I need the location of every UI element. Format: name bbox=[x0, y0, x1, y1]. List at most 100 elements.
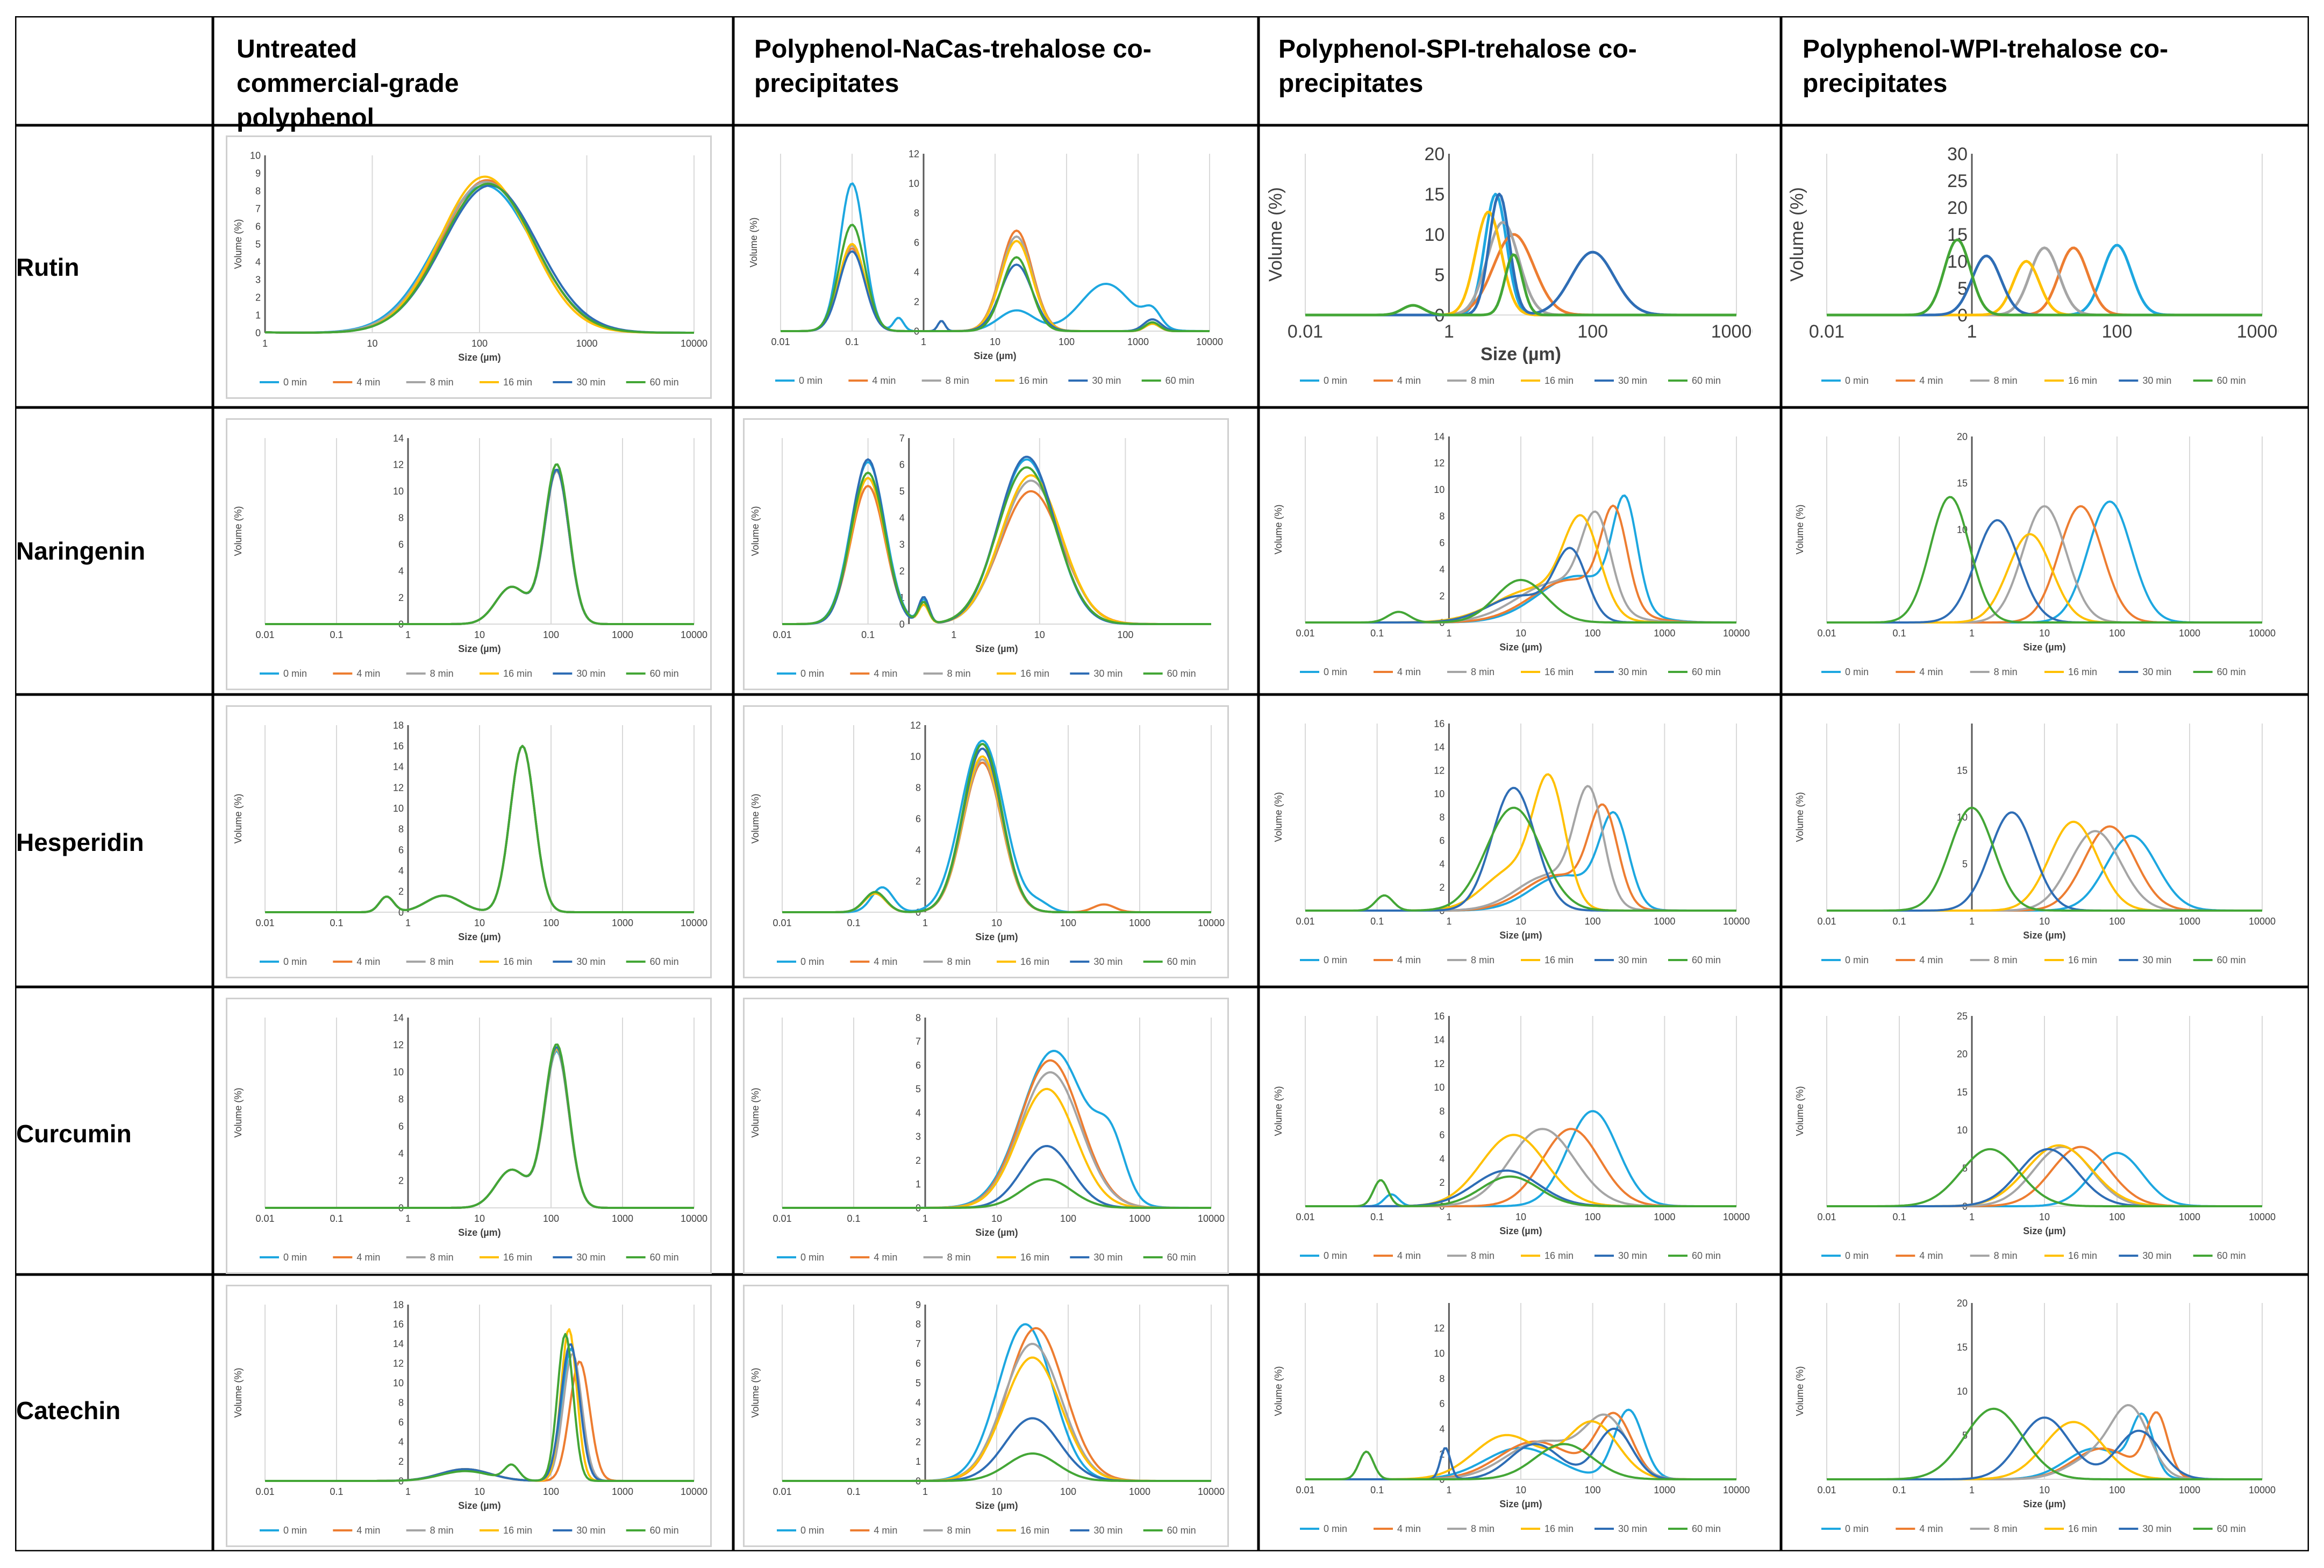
x-tick-label: 0.01 bbox=[1817, 628, 1836, 639]
y-tick-label: 15 bbox=[1425, 184, 1445, 205]
legend-label: 8 min bbox=[1471, 1523, 1494, 1534]
y-tick-label: 8 bbox=[916, 1012, 921, 1023]
x-tick-label: 0.1 bbox=[330, 918, 343, 928]
series-line-60-min bbox=[265, 463, 694, 625]
x-tick-label: 10000 bbox=[2237, 321, 2278, 342]
chart-svg: 0.01 0.1 1 10 100 1000 1000002468101214Volume … bbox=[233, 1012, 707, 1263]
x-axis-label: Size (µm) bbox=[458, 352, 500, 363]
y-tick-label: 10 bbox=[1434, 1348, 1445, 1359]
chart-svg: 0.01 0.1 1 10 100 1000 10000 0 2 4 6 8 10 12 14 16 18 Vol… bbox=[233, 720, 707, 967]
chart-svg: 0.01 0.1 1 10 100 0 1 2 3 4 5 6 7 Volume (%) Size (µm)… bbox=[750, 433, 1211, 679]
y-tick-label: 5 bbox=[916, 1084, 921, 1094]
y-tick-label: 0 bbox=[255, 327, 261, 338]
x-tick-label: 100 bbox=[2109, 916, 2125, 927]
y-tick-label: 20 bbox=[1425, 144, 1445, 164]
legend-label: 60 min bbox=[1167, 1252, 1196, 1263]
x-tick-label: 10 bbox=[474, 1486, 485, 1497]
y-axis-label: Volume (%) bbox=[748, 217, 759, 267]
y-tick-label: 6 bbox=[899, 460, 905, 470]
x-tick-label: 1000 bbox=[1654, 1212, 1675, 1222]
x-tick-label: 10 bbox=[474, 1213, 485, 1224]
x-tick-label: 0.1 bbox=[1892, 628, 1906, 639]
legend-label: 8 min bbox=[947, 668, 971, 679]
y-tick-label: 8 bbox=[1439, 511, 1445, 522]
y-tick-label: 8 bbox=[1439, 1373, 1445, 1384]
legend-label: 0 min bbox=[1845, 955, 1869, 965]
x-tick-label: 100 bbox=[543, 629, 559, 640]
x-tick-label: 0.01 bbox=[1809, 321, 1844, 342]
x-tick-label: 100 bbox=[1577, 321, 1608, 342]
y-tick-label: 2 bbox=[398, 1456, 404, 1467]
chart-rutin-col3: 0.0111001000005101520Volume (%)Size (µm)… bbox=[1268, 135, 1753, 396]
legend-label: 30 min bbox=[2142, 667, 2171, 677]
x-tick-label: 0.1 bbox=[1892, 1485, 1906, 1495]
x-tick-label: 1 bbox=[1446, 1212, 1451, 1222]
y-tick-label: 6 bbox=[916, 1358, 921, 1369]
legend-label: 30 min bbox=[1618, 955, 1647, 965]
y-tick-label: 8 bbox=[398, 1398, 404, 1408]
y-tick-label: 2 bbox=[899, 565, 905, 576]
legend-label: 60 min bbox=[650, 668, 679, 679]
row-label-rutin: Rutin bbox=[16, 253, 80, 281]
legend-label: 0 min bbox=[1324, 1523, 1347, 1534]
y-tick-label: 6 bbox=[398, 1121, 404, 1132]
legend-label: 0 min bbox=[1324, 955, 1347, 965]
x-tick-label: 1 bbox=[1444, 321, 1454, 342]
legend-label: 16 min bbox=[1544, 1250, 1574, 1261]
y-tick-label: 4 bbox=[398, 1148, 404, 1159]
row-label-naringenin: Naringenin bbox=[16, 537, 146, 565]
y-tick-label: 12 bbox=[1434, 765, 1445, 776]
chart-catechin-col1: 0.01 0.1 1 10 100 1000 10000 0 2 4 6 8 10 12 14 16 18 Vol… bbox=[226, 1285, 712, 1547]
x-tick-label: 10000 bbox=[2249, 1212, 2276, 1222]
y-tick-label: 10 bbox=[393, 486, 404, 497]
legend-label: 16 min bbox=[2068, 375, 2097, 386]
y-tick-label: 12 bbox=[910, 720, 921, 731]
chart-naringenin-col4: 0.01 0.1 1 10 100 1000 10000 10 15 20 Volume (%) Si… bbox=[1789, 418, 2278, 687]
legend-label: 8 min bbox=[430, 377, 454, 388]
series-line-0-min bbox=[1305, 1110, 1736, 1207]
y-tick-label: 1 bbox=[255, 310, 261, 320]
y-tick-label: 10 bbox=[393, 803, 404, 814]
y-tick-label: 6 bbox=[1439, 1399, 1445, 1409]
x-tick-label: 0.01 bbox=[255, 1486, 274, 1497]
legend-label: 0 min bbox=[800, 668, 824, 679]
x-tick-label: 0.1 bbox=[330, 1213, 343, 1224]
legend-label: 30 min bbox=[576, 377, 605, 388]
legend-label: 30 min bbox=[2142, 1250, 2171, 1261]
chart-svg: 0.0111001000005101520Volume (%)Size (µm)… bbox=[1268, 144, 1753, 386]
y-tick-label: 0 bbox=[899, 619, 905, 629]
y-axis-label: Volume (%) bbox=[1273, 1366, 1284, 1416]
y-tick-label: 1 bbox=[916, 1456, 921, 1467]
legend-label: 8 min bbox=[1994, 955, 2018, 965]
y-tick-label: 10 bbox=[393, 1066, 404, 1077]
x-axis-label: Size (µm) bbox=[1499, 1226, 1542, 1236]
legend-label: 16 min bbox=[1544, 667, 1574, 677]
legend-label: 0 min bbox=[1324, 375, 1347, 386]
y-tick-label: 10 bbox=[909, 178, 919, 189]
x-tick-label: 1000 bbox=[2179, 628, 2200, 639]
y-axis-label: Volume (%) bbox=[750, 506, 761, 556]
y-axis-label: Volume (%) bbox=[750, 1367, 761, 1417]
chart-rutin-col2: 0.01 0.1 1 10 100 1000 10000 0 2 4 6 8 10 12 Volume (%… bbox=[743, 135, 1226, 396]
x-tick-label: 1000 bbox=[1654, 628, 1675, 639]
legend-label: 4 min bbox=[1919, 1250, 1943, 1261]
x-tick-label: 100 bbox=[543, 918, 559, 928]
legend-label: 60 min bbox=[2217, 667, 2246, 677]
x-tick-label: 0.01 bbox=[1288, 321, 1323, 342]
legend-label: 60 min bbox=[2217, 1250, 2246, 1261]
y-tick-label: 20 bbox=[1957, 431, 1968, 442]
x-tick-label: 1 bbox=[1446, 916, 1451, 927]
series-line-60-min bbox=[782, 743, 1211, 913]
y-tick-label: 20 bbox=[1947, 198, 1968, 218]
x-axis-label: Size (µm) bbox=[458, 1227, 500, 1238]
chart-rutin-col1: 1 10 100 1000 10000 0 1 2 3 4 5 6 7 8 9 10 Volume (%) Siz… bbox=[226, 135, 712, 399]
x-tick-label: 0.1 bbox=[845, 336, 859, 347]
legend-label: 0 min bbox=[283, 1525, 307, 1536]
x-tick-label: 100 bbox=[1060, 918, 1076, 928]
series-line-60-min bbox=[781, 224, 1210, 332]
